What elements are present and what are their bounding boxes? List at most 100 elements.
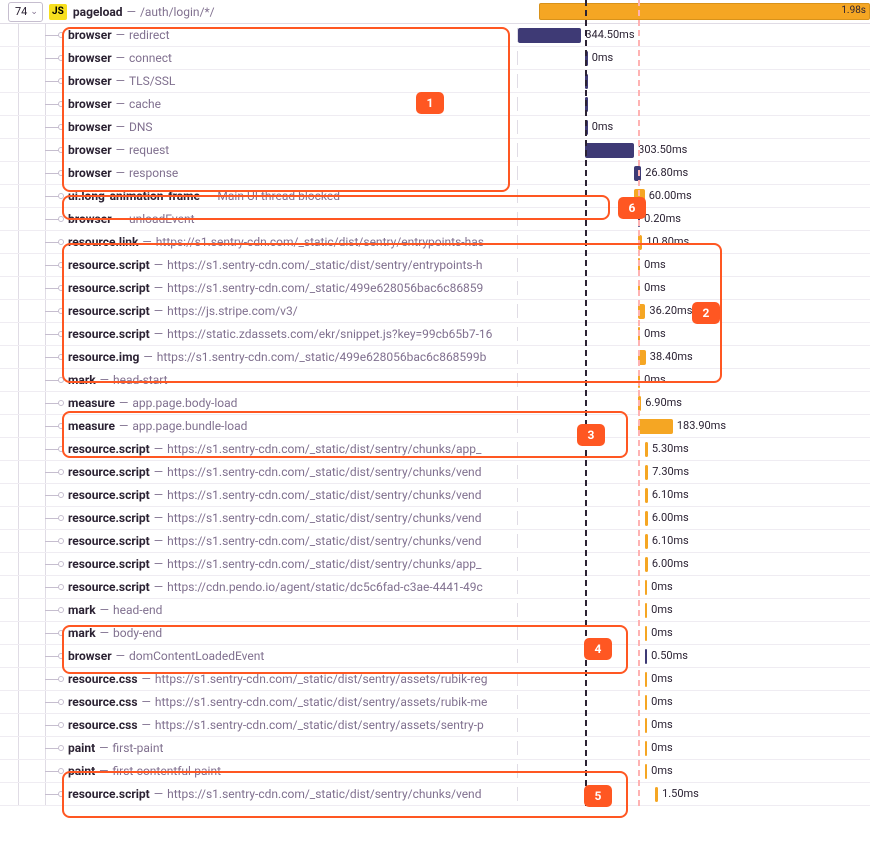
- span-bar: [638, 419, 673, 434]
- span-duration: 6.00ms: [652, 557, 689, 570]
- span-timeline: 6.00ms: [518, 553, 870, 575]
- span-duration: 183.90ms: [677, 419, 726, 432]
- span-label: browser—unloadEvent: [68, 212, 518, 226]
- span-duration: 0.50ms: [651, 649, 688, 662]
- tree-gutter: [0, 668, 68, 690]
- span-row[interactable]: resource.script—https://s1.sentry-cdn.co…: [0, 484, 870, 507]
- span-label: paint—first-contentful-paint: [68, 764, 518, 778]
- span-row[interactable]: resource.img—https://s1.sentry-cdn.com/_…: [0, 346, 870, 369]
- span-bar: [645, 626, 647, 641]
- span-row[interactable]: paint—first-contentful-paint0ms: [0, 760, 870, 783]
- span-timeline: 0.50ms: [518, 645, 870, 667]
- span-row[interactable]: ui.long-animation-frame—Main UI thread b…: [0, 185, 870, 208]
- span-label: ui.long-animation-frame—Main UI thread b…: [68, 189, 518, 203]
- span-label: resource.img—https://s1.sentry-cdn.com/_…: [68, 350, 518, 364]
- span-bar: [645, 465, 649, 480]
- tree-node-dot: [58, 791, 64, 797]
- tree-node-dot: [58, 170, 64, 176]
- span-row[interactable]: resource.script—https://s1.sentry-cdn.co…: [0, 783, 870, 806]
- span-duration: 0ms: [644, 281, 666, 294]
- span-duration: 6.90ms: [645, 396, 682, 409]
- span-duration: 0ms: [651, 580, 673, 593]
- tree-gutter: [0, 300, 68, 322]
- span-row[interactable]: resource.script—https://s1.sentry-cdn.co…: [0, 461, 870, 484]
- span-timeline: 183.90ms: [518, 415, 870, 437]
- span-timeline: 5.30ms: [518, 438, 870, 460]
- span-bar: [655, 787, 658, 802]
- span-row[interactable]: paint—first-paint0ms: [0, 737, 870, 760]
- span-timeline: 0ms: [518, 277, 870, 299]
- span-row[interactable]: resource.script—https://s1.sentry-cdn.co…: [0, 507, 870, 530]
- annotation-label: 1: [416, 92, 444, 114]
- tree-gutter: [0, 461, 68, 483]
- span-row[interactable]: resource.script—https://s1.sentry-cdn.co…: [0, 254, 870, 277]
- tree-gutter: [0, 277, 68, 299]
- annotation-label: 3: [577, 424, 605, 446]
- tree-node-dot: [58, 768, 64, 774]
- span-bar: [585, 74, 588, 89]
- span-row[interactable]: resource.css—https://s1.sentry-cdn.com/_…: [0, 691, 870, 714]
- tree-gutter: [0, 507, 68, 529]
- span-duration: 0ms: [644, 327, 666, 340]
- span-row[interactable]: browser—connect0ms: [0, 47, 870, 70]
- span-timeline: 6.10ms: [518, 530, 870, 552]
- span-row[interactable]: measure—app.page.bundle-load183.90ms: [0, 415, 870, 438]
- annotation-label: 2: [692, 302, 720, 324]
- span-duration: 0.20ms: [644, 212, 681, 225]
- annotation-label: 5: [584, 785, 612, 807]
- span-timeline: 38.40ms: [518, 346, 870, 368]
- span-bar: [645, 511, 648, 526]
- span-bar: [645, 672, 647, 687]
- span-row[interactable]: resource.script—https://js.stripe.com/v3…: [0, 300, 870, 323]
- span-label: browser—connect: [68, 51, 518, 65]
- span-timeline: 10.80ms: [518, 231, 870, 253]
- span-duration: 0ms: [651, 695, 673, 708]
- span-label: resource.script—https://s1.sentry-cdn.co…: [68, 465, 518, 479]
- span-timeline: 0ms: [518, 116, 870, 138]
- span-duration: 0ms: [651, 672, 673, 685]
- span-row[interactable]: mark—body-end0ms: [0, 622, 870, 645]
- tree-node-dot: [58, 124, 64, 130]
- tree-node-dot: [58, 561, 64, 567]
- span-row[interactable]: resource.script—https://s1.sentry-cdn.co…: [0, 553, 870, 576]
- span-row[interactable]: mark—head-end0ms: [0, 599, 870, 622]
- span-label: resource.script—https://cdn.pendo.io/age…: [68, 580, 518, 594]
- tree-gutter: [0, 714, 68, 736]
- span-row[interactable]: resource.link—https://s1.sentry-cdn.com/…: [0, 231, 870, 254]
- span-row[interactable]: browser—response26.80ms: [0, 162, 870, 185]
- span-row[interactable]: mark—head-start0ms: [0, 369, 870, 392]
- span-bar: [638, 304, 646, 319]
- span-row[interactable]: browser—redirect344.50ms: [0, 24, 870, 47]
- tree-gutter: [0, 208, 68, 230]
- tree-node-dot: [58, 446, 64, 452]
- span-row[interactable]: resource.script—https://s1.sentry-cdn.co…: [0, 530, 870, 553]
- span-row[interactable]: resource.script—https://static.zdassets.…: [0, 323, 870, 346]
- span-timeline: 0ms: [518, 668, 870, 690]
- span-row[interactable]: resource.script—https://s1.sentry-cdn.co…: [0, 438, 870, 461]
- span-label: resource.script—https://s1.sentry-cdn.co…: [68, 258, 518, 272]
- tree-node-dot: [58, 584, 64, 590]
- tree-node-dot: [58, 216, 64, 222]
- child-count-badge[interactable]: 74 ⌄: [8, 2, 43, 22]
- tree-gutter: [0, 369, 68, 391]
- span-timeline: 60.00ms: [518, 185, 870, 207]
- header-label: pageload—/auth/login/*/: [73, 5, 215, 19]
- span-duration: 10.80ms: [646, 235, 689, 248]
- span-row[interactable]: browser—DNS0ms: [0, 116, 870, 139]
- span-row[interactable]: resource.css—https://s1.sentry-cdn.com/_…: [0, 668, 870, 691]
- tree-node-dot: [58, 538, 64, 544]
- span-row[interactable]: resource.css—https://s1.sentry-cdn.com/_…: [0, 714, 870, 737]
- span-row[interactable]: browser—request303.50ms: [0, 139, 870, 162]
- span-label: resource.script—https://s1.sentry-cdn.co…: [68, 534, 518, 548]
- span-duration: 38.40ms: [650, 350, 693, 363]
- span-row[interactable]: resource.script—https://cdn.pendo.io/age…: [0, 576, 870, 599]
- tree-node-dot: [58, 262, 64, 268]
- span-row[interactable]: measure—app.page.body-load6.90ms: [0, 392, 870, 415]
- tree-node-dot: [58, 515, 64, 521]
- tree-gutter: [0, 415, 68, 437]
- span-row[interactable]: resource.script—https://s1.sentry-cdn.co…: [0, 277, 870, 300]
- span-timeline: 344.50ms: [518, 24, 870, 46]
- span-row[interactable]: browser—domContentLoadedEvent0.50ms: [0, 645, 870, 668]
- span-row[interactable]: browser—TLS/SSL: [0, 70, 870, 93]
- span-row[interactable]: browser—unloadEvent 0.20ms: [0, 208, 870, 231]
